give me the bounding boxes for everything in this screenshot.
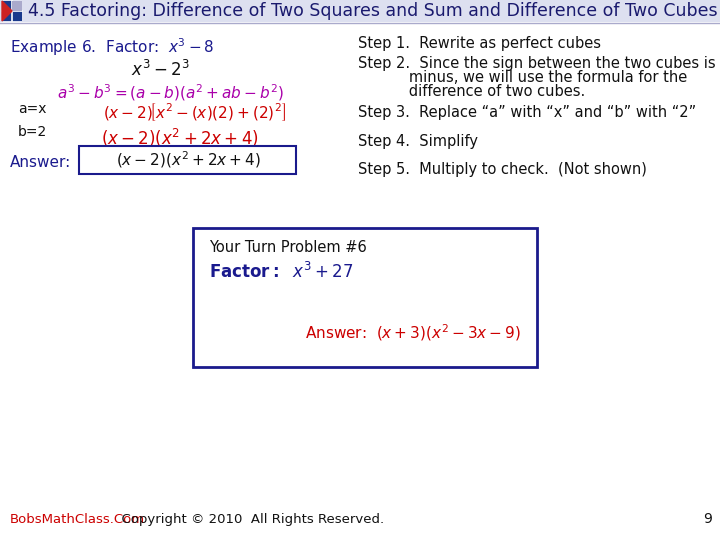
Text: Answer:: Answer:	[10, 155, 71, 170]
FancyBboxPatch shape	[79, 146, 296, 174]
Text: Answer:  $(x + 3)(x^2 - 3x - 9)$: Answer: $(x + 3)(x^2 - 3x - 9)$	[305, 322, 521, 343]
Text: $(x - 2)\!\left[x^2 - (x)(2) + (2)^2\right]$: $(x - 2)\!\left[x^2 - (x)(2) + (2)^2\rig…	[104, 102, 287, 124]
Text: Copyright © 2010  All Rights Reserved.: Copyright © 2010 All Rights Reserved.	[113, 513, 384, 526]
Text: $(x - 2)(x^2 + 2x + 4)$: $(x - 2)(x^2 + 2x + 4)$	[101, 127, 259, 149]
Text: BobsMathClass.Com: BobsMathClass.Com	[10, 513, 145, 526]
Text: Example 6.  Factor:  $x^3 - 8$: Example 6. Factor: $x^3 - 8$	[10, 36, 215, 58]
Text: minus, we will use the formula for the: minus, we will use the formula for the	[358, 70, 688, 85]
Text: Step 2.  Since the sign between the two cubes is a: Step 2. Since the sign between the two c…	[358, 56, 720, 71]
Text: a=x
b=2: a=x b=2	[18, 102, 48, 139]
Polygon shape	[2, 1, 12, 21]
Text: $(x - 2)(x^2 + 2x + 4)$: $(x - 2)(x^2 + 2x + 4)$	[116, 150, 261, 170]
Text: difference of two cubes.: difference of two cubes.	[358, 84, 585, 99]
FancyBboxPatch shape	[193, 228, 537, 367]
Text: $x^3 - 2^3$: $x^3 - 2^3$	[130, 60, 189, 80]
Text: Step 3.  Replace “a” with “x” and “b” with “2”: Step 3. Replace “a” with “x” and “b” wit…	[358, 105, 696, 120]
Text: Step 5.  Multiply to check.  (Not shown): Step 5. Multiply to check. (Not shown)	[358, 162, 647, 177]
Bar	[0, 0, 720, 22]
Text: 9: 9	[703, 512, 712, 526]
Text: Your Turn Problem #6: Your Turn Problem #6	[209, 240, 366, 255]
Text: $\bf{Factor:}$  $x^3 + 27$: $\bf{Factor:}$ $x^3 + 27$	[209, 262, 354, 282]
Bar	[2, 1, 22, 21]
Text: 4.5 Factoring: Difference of Two Squares and Sum and Difference of Two Cubes: 4.5 Factoring: Difference of Two Squares…	[28, 2, 718, 20]
Text: Step 4.  Simplify: Step 4. Simplify	[358, 134, 478, 149]
Bar	[12, 1, 22, 11]
Text: Step 1.  Rewrite as perfect cubes: Step 1. Rewrite as perfect cubes	[358, 36, 601, 51]
Text: $a^3 - b^3 = (a - b)(a^2 + ab - b^2)$: $a^3 - b^3 = (a - b)(a^2 + ab - b^2)$	[57, 82, 284, 103]
